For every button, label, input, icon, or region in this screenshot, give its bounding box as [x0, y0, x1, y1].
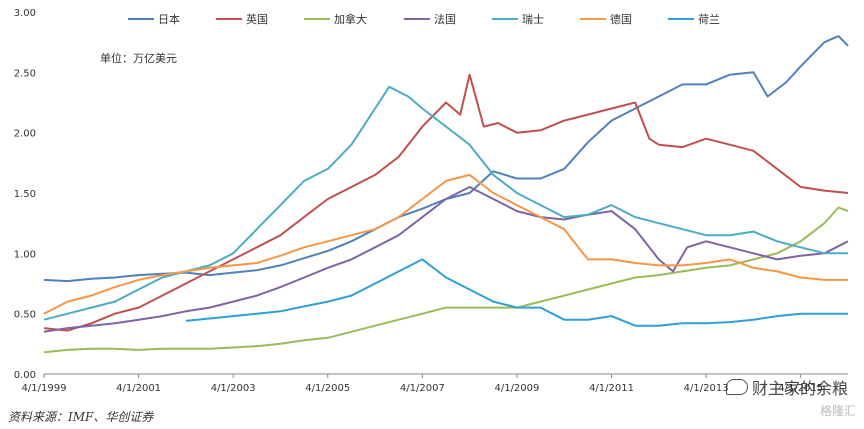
x-tick-label: 4/1/2013	[684, 383, 729, 394]
series-line-5	[43, 173, 848, 315]
x-tick-label: 4/1/2015	[778, 383, 823, 394]
y-tick-label: 1.50	[14, 189, 36, 200]
x-tick-label: 4/1/1999	[22, 383, 67, 394]
legend-label: 荷兰	[698, 13, 720, 26]
legend-label: 加拿大	[334, 12, 367, 26]
x-tick-label: 4/1/2009	[494, 383, 539, 394]
chat-bubble-icon	[725, 379, 748, 395]
y-tick-label: 2.00	[14, 129, 36, 140]
series-line-3	[43, 186, 849, 333]
legend-label: 英国	[246, 12, 268, 26]
legend-label: 日本	[158, 12, 180, 26]
source-note: 资料来源：IMF、华创证券	[8, 410, 154, 424]
y-tick-label: 2.50	[14, 68, 36, 79]
x-tick-labels: 4/1/1999 4/1/2001 4/1/2003 4/1/2005 4/1/2007…	[22, 374, 823, 394]
series-line-0	[43, 35, 849, 283]
x-tick-label: 4/1/2007	[400, 383, 445, 394]
x-tick-label: 4/1/2003	[211, 383, 256, 394]
series-line-4	[43, 85, 848, 321]
series-line-1	[43, 73, 849, 332]
watermark-secondary: 格隆汇	[819, 404, 856, 418]
y-tick-label: 1.00	[14, 249, 36, 260]
series-line-6	[185, 258, 848, 327]
x-tick-label: 4/1/2001	[116, 383, 161, 394]
x-tick-label: 4/1/2005	[305, 383, 350, 394]
watermark-text: 财主家的余粮	[751, 379, 848, 398]
series-line-2	[43, 206, 849, 354]
unit-label: 单位：万亿美元	[100, 51, 177, 65]
legend-label: 德国	[610, 12, 632, 26]
line-chart: 0.000.501.001.502.002.503.00 4/1/1999 4/1…	[14, 8, 849, 394]
legend-label: 法国	[434, 12, 456, 26]
y-tick-labels: 0.00 0.50 1.00 1.50 2.00 2.50 3.00	[14, 8, 36, 381]
x-tick-label: 4/1/2011	[589, 383, 634, 394]
legend: 日本 英国 加拿大 法国 瑞士 德国 荷兰	[128, 12, 720, 26]
series-lines	[43, 35, 849, 354]
y-tick-label: 0.50	[14, 310, 36, 321]
y-tick-label: 3.00	[14, 8, 36, 19]
y-tick-label: 0.00	[14, 370, 36, 381]
watermark: 财主家的余粮	[725, 375, 848, 399]
legend-label: 瑞士	[522, 12, 544, 26]
